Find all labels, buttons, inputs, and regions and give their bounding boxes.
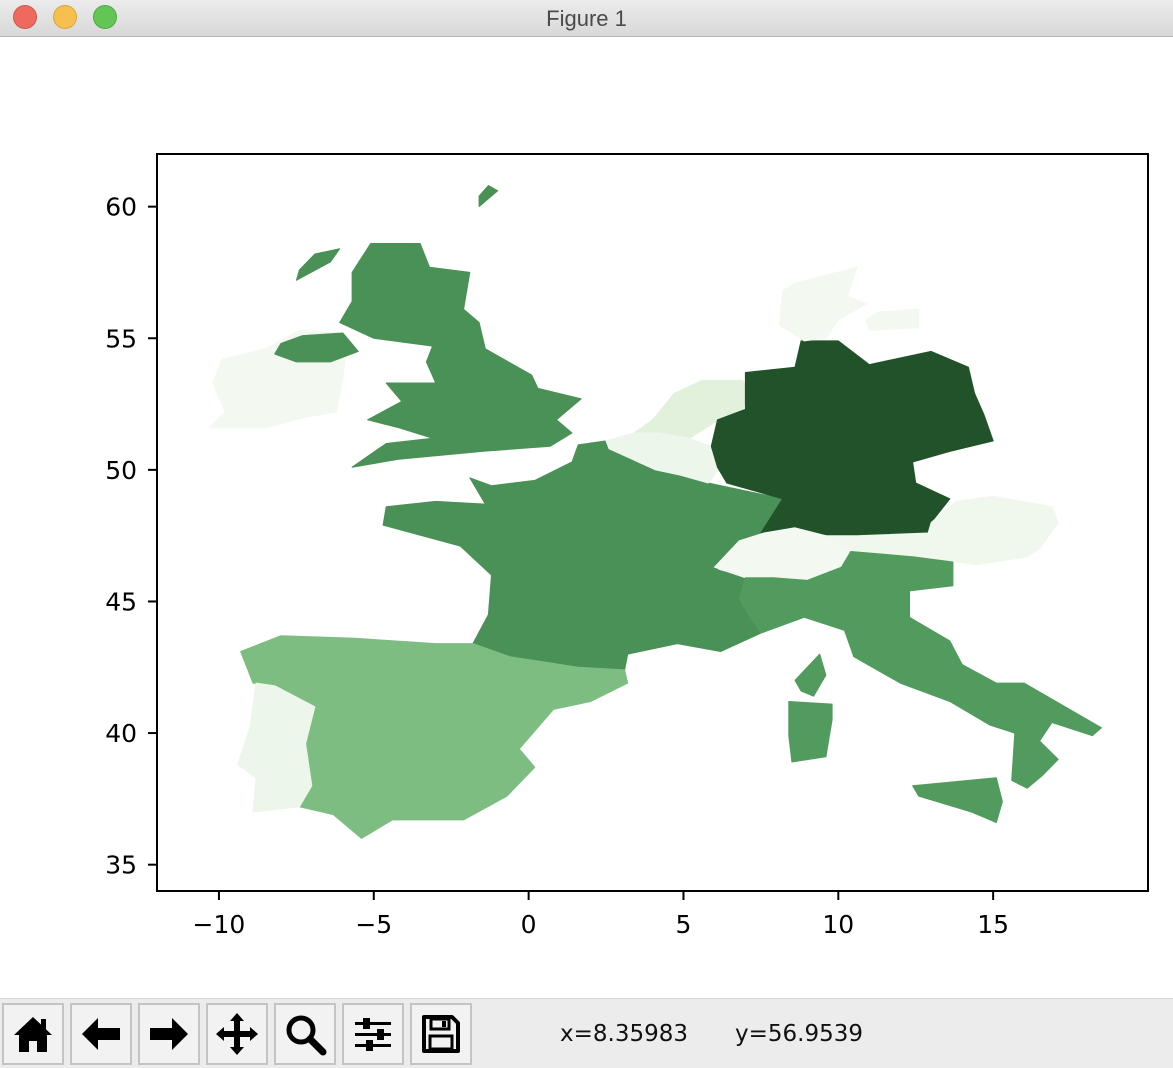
arrow-left-icon xyxy=(82,1018,120,1050)
region-portugal xyxy=(237,682,316,813)
home-icon xyxy=(14,1017,52,1052)
window-titlebar: Figure 1 xyxy=(0,0,1173,37)
y-tick-label: 60 xyxy=(105,193,137,222)
y-tick-label: 50 xyxy=(105,456,137,485)
back-button[interactable] xyxy=(70,1003,132,1065)
floppy-disk-icon xyxy=(422,1015,460,1053)
navigation-toolbar: x=8.35983 y=56.9539 xyxy=(0,998,1173,1068)
arrow-right-icon xyxy=(150,1018,188,1050)
maximize-window-button[interactable] xyxy=(93,5,117,29)
x-tick-label: 5 xyxy=(676,910,692,939)
x-tick-label: 10 xyxy=(822,910,854,939)
region-shape xyxy=(237,682,316,813)
close-window-button[interactable] xyxy=(13,5,37,29)
window-title: Figure 1 xyxy=(546,6,627,31)
region-shape xyxy=(912,777,1003,824)
y-tick-label: 45 xyxy=(105,587,137,616)
region-shape xyxy=(794,653,827,697)
map-figure[interactable]: −10 −5 0 5 10 15 35 40 45 50 55 60 xyxy=(0,37,1173,998)
region-united-kingdom xyxy=(274,185,582,468)
move-icon xyxy=(216,1013,258,1055)
y-axis: 35 40 45 50 55 60 xyxy=(105,193,157,880)
zoom-button[interactable] xyxy=(274,1003,336,1065)
save-button[interactable] xyxy=(410,1003,472,1065)
x-tick-label: 0 xyxy=(521,910,537,939)
home-button[interactable] xyxy=(2,1003,64,1065)
region-shape xyxy=(779,266,867,342)
x-tick-label: −5 xyxy=(355,910,392,939)
configure-subplots-button[interactable] xyxy=(342,1003,404,1065)
region-shape xyxy=(478,185,499,208)
x-tick-label: 15 xyxy=(977,910,1009,939)
region-shape xyxy=(738,551,1102,789)
region-shape xyxy=(788,701,833,763)
y-tick-label: 40 xyxy=(105,719,137,748)
plot-frame xyxy=(156,153,1149,892)
sliders-icon xyxy=(355,1018,391,1051)
region-shape xyxy=(865,308,920,331)
region-italy xyxy=(738,551,1102,824)
map-regions xyxy=(209,185,1102,839)
magnifier-icon xyxy=(286,1015,327,1056)
region-denmark xyxy=(779,266,920,342)
forward-button[interactable] xyxy=(138,1003,200,1065)
y-coordinate-readout: y=56.9539 xyxy=(735,1021,863,1047)
x-coordinate-readout: x=8.35983 xyxy=(560,1021,688,1047)
x-tick-label: −10 xyxy=(193,910,246,939)
minimize-window-button[interactable] xyxy=(53,5,77,29)
y-tick-label: 35 xyxy=(105,851,137,880)
y-tick-label: 55 xyxy=(105,324,137,353)
x-axis: −10 −5 0 5 10 15 xyxy=(193,891,1009,939)
pan-button[interactable] xyxy=(206,1003,268,1065)
region-shape xyxy=(339,243,582,468)
region-shape xyxy=(295,248,341,281)
region-shape xyxy=(274,332,359,363)
